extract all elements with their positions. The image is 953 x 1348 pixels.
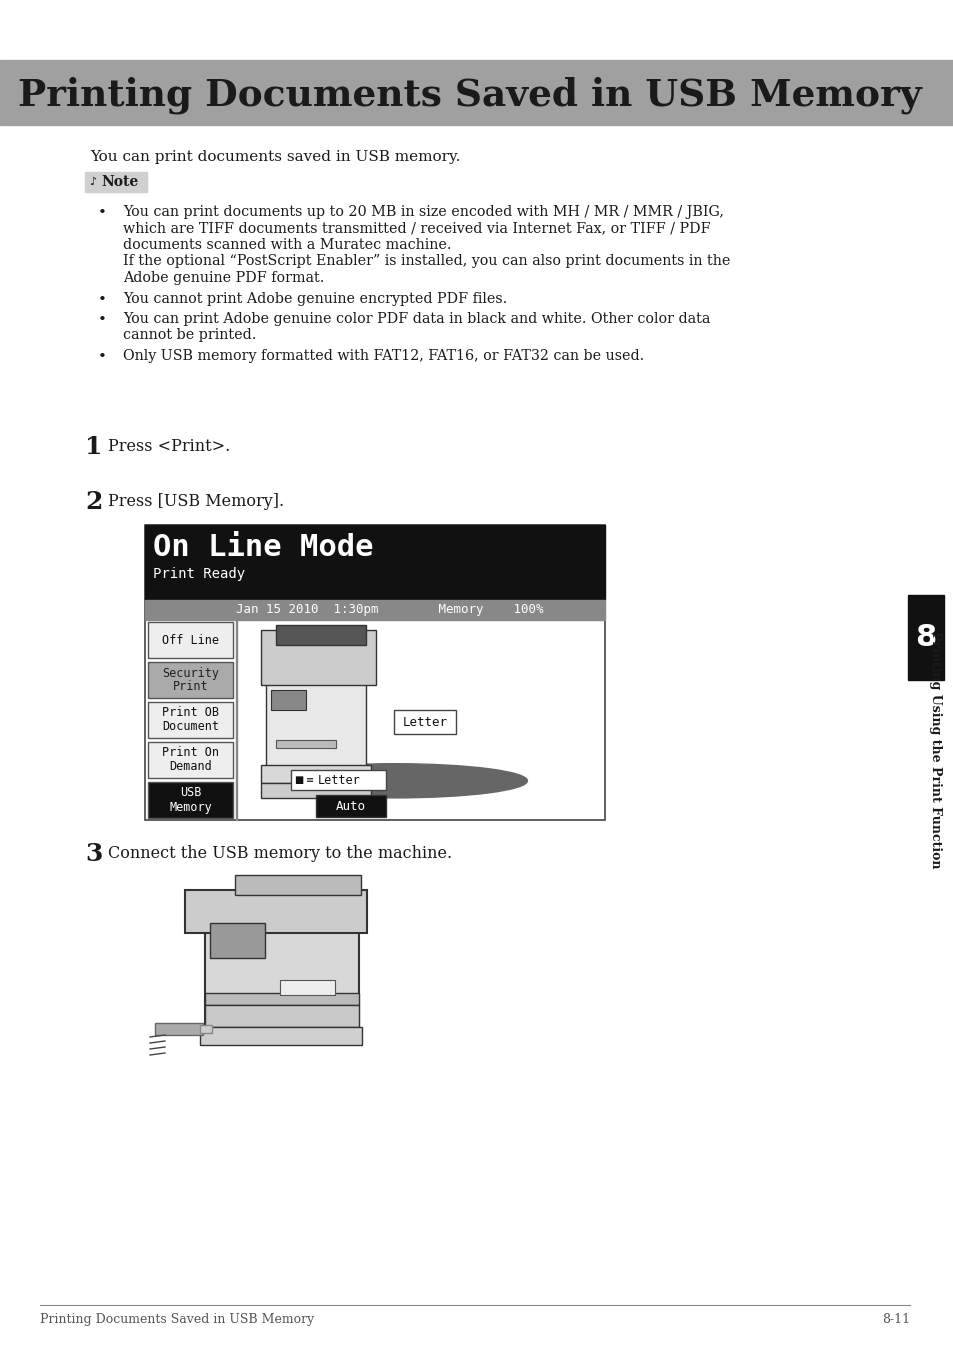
Text: cannot be printed.: cannot be printed. (123, 329, 256, 342)
Text: You cannot print Adobe genuine encrypted PDF files.: You cannot print Adobe genuine encrypted… (123, 291, 507, 306)
Bar (0, 61, 953, 125)
Bar (154, 1023, 203, 1035)
Text: Jan 15 2010  1:30pm        Memory    100%: Jan 15 2010 1:30pm Memory 100% (206, 604, 543, 616)
Text: Demand: Demand (169, 760, 212, 774)
Bar (394, 710, 456, 735)
Bar (148, 702, 233, 737)
Text: Note: Note (101, 175, 138, 189)
Text: documents scanned with a Muratec machine.: documents scanned with a Muratec machine… (123, 239, 451, 252)
Text: 3: 3 (85, 842, 102, 865)
Text: 2: 2 (85, 491, 102, 514)
Bar (205, 1006, 358, 1027)
Text: Printing Documents Saved in USB Memory: Printing Documents Saved in USB Memory (40, 1313, 314, 1326)
Text: •: • (97, 313, 107, 328)
Bar (148, 782, 233, 818)
Bar (205, 919, 358, 1037)
Text: Print On: Print On (162, 747, 219, 759)
Bar (210, 923, 265, 958)
Text: 1: 1 (85, 435, 102, 460)
Bar (280, 980, 335, 995)
Text: Print Ready: Print Ready (152, 568, 245, 581)
Bar (291, 770, 386, 790)
Text: On Line Mode: On Line Mode (152, 532, 374, 562)
Text: which are TIFF documents transmitted / received via Internet Fax, or TIFF / PDF: which are TIFF documents transmitted / r… (123, 221, 710, 236)
Text: Only USB memory formatted with FAT12, FAT16, or FAT32 can be used.: Only USB memory formatted with FAT12, FA… (123, 349, 643, 363)
Ellipse shape (262, 764, 527, 798)
Text: Connect the USB memory to the machine.: Connect the USB memory to the machine. (108, 845, 452, 861)
Bar (185, 890, 367, 933)
Text: ■: ■ (294, 775, 303, 785)
Bar (275, 740, 335, 748)
Bar (234, 875, 360, 895)
Text: 8-11: 8-11 (881, 1313, 909, 1326)
Bar (315, 795, 386, 817)
Text: You can print Adobe genuine color PDF data in black and white. Other color data: You can print Adobe genuine color PDF da… (123, 311, 710, 326)
Text: •: • (97, 350, 107, 364)
Bar (261, 766, 371, 783)
Bar (148, 621, 233, 658)
Text: Print: Print (172, 681, 208, 693)
Text: Security: Security (162, 666, 219, 679)
Text: You can print documents up to 20 MB in size encoded with MH / MR / MMR / JBIG,: You can print documents up to 20 MB in s… (123, 205, 723, 218)
Text: Press <Print>.: Press <Print>. (108, 438, 230, 456)
Text: If the optional “PostScript Enabler” is installed, you can also print documents : If the optional “PostScript Enabler” is … (123, 255, 730, 268)
Bar (145, 524, 604, 600)
Bar (205, 993, 358, 1006)
Bar (200, 1024, 212, 1033)
Text: Document: Document (162, 720, 219, 733)
Text: ♪: ♪ (89, 177, 96, 187)
Text: Letter: Letter (402, 716, 447, 728)
Bar (275, 625, 366, 644)
Bar (261, 630, 375, 685)
Text: USB: USB (179, 786, 201, 799)
Bar (145, 524, 604, 820)
Bar (148, 662, 233, 698)
Bar (200, 1027, 362, 1045)
Bar (271, 690, 306, 710)
Text: •: • (97, 293, 107, 306)
Text: Print OB: Print OB (162, 706, 219, 720)
Text: Letter: Letter (317, 774, 360, 786)
Text: You can print documents saved in USB memory.: You can print documents saved in USB mem… (90, 150, 460, 164)
Bar (235, 620, 236, 820)
Bar (85, 173, 147, 191)
Text: Memory: Memory (169, 801, 212, 813)
Text: ≡: ≡ (306, 775, 314, 785)
Bar (907, 594, 943, 679)
Text: •: • (97, 206, 107, 220)
Text: Off Line: Off Line (162, 634, 219, 647)
Bar (145, 600, 604, 620)
Text: Adobe genuine PDF format.: Adobe genuine PDF format. (123, 271, 324, 284)
Text: Printing Documents Saved in USB Memory: Printing Documents Saved in USB Memory (18, 77, 921, 113)
Text: Printing Using the Print Function: Printing Using the Print Function (928, 631, 942, 868)
Text: Auto: Auto (335, 799, 366, 813)
Bar (148, 741, 233, 778)
Bar (261, 783, 371, 798)
Text: 8: 8 (915, 623, 936, 652)
Text: Press [USB Memory].: Press [USB Memory]. (108, 493, 284, 510)
Bar (266, 679, 366, 775)
